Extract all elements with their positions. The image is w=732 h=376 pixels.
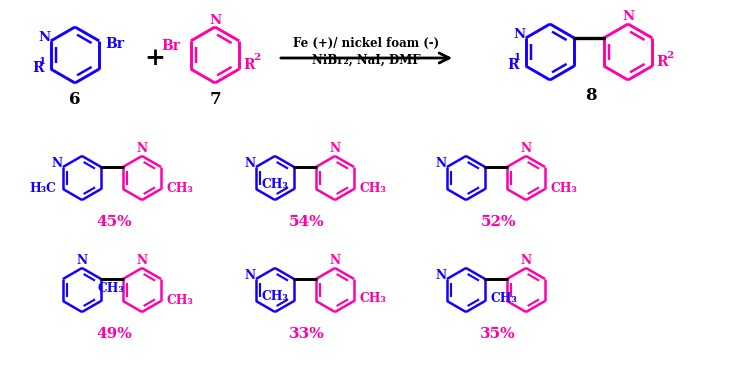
Text: R: R xyxy=(244,58,255,72)
Text: CH₃: CH₃ xyxy=(167,182,193,196)
Text: N: N xyxy=(520,255,531,267)
Text: N: N xyxy=(622,11,634,23)
Text: 52%: 52% xyxy=(480,215,516,229)
Text: 49%: 49% xyxy=(96,327,132,341)
Text: H₃C: H₃C xyxy=(29,182,56,194)
Text: N: N xyxy=(76,255,88,267)
Text: CH₃: CH₃ xyxy=(167,294,193,308)
Text: N: N xyxy=(329,143,340,156)
Text: 2: 2 xyxy=(253,53,261,62)
Text: N: N xyxy=(436,157,447,170)
Text: 1: 1 xyxy=(514,53,521,62)
Text: 45%: 45% xyxy=(96,215,132,229)
Text: CH₃: CH₃ xyxy=(359,182,386,196)
Text: NiBr₂, NaI, DMF: NiBr₂, NaI, DMF xyxy=(312,53,420,67)
Text: R: R xyxy=(32,61,43,75)
Text: N: N xyxy=(136,255,148,267)
Text: N: N xyxy=(514,28,526,41)
Text: 8: 8 xyxy=(585,88,597,105)
Text: Br: Br xyxy=(105,37,124,51)
Text: CH₃: CH₃ xyxy=(261,179,288,191)
Text: CH₃: CH₃ xyxy=(97,282,124,294)
Text: 2: 2 xyxy=(667,50,674,59)
Text: N: N xyxy=(136,143,148,156)
Text: Br: Br xyxy=(161,39,180,53)
Text: CH₃: CH₃ xyxy=(359,291,386,305)
Text: 54%: 54% xyxy=(289,215,325,229)
Text: N: N xyxy=(209,14,221,26)
Text: 1: 1 xyxy=(39,56,46,65)
Text: 33%: 33% xyxy=(289,327,325,341)
Text: N: N xyxy=(436,269,447,282)
Text: 35%: 35% xyxy=(480,327,516,341)
Text: CH₃: CH₃ xyxy=(261,291,288,303)
Text: R: R xyxy=(657,55,668,69)
Text: N: N xyxy=(244,157,255,170)
Text: N: N xyxy=(244,269,255,282)
Text: N: N xyxy=(329,255,340,267)
Text: N: N xyxy=(39,31,51,44)
Text: N: N xyxy=(51,157,62,170)
Text: 7: 7 xyxy=(209,91,221,108)
Text: CH₃: CH₃ xyxy=(550,182,578,196)
Text: Fe (+)/ nickel foam (-): Fe (+)/ nickel foam (-) xyxy=(293,36,439,50)
Text: R: R xyxy=(507,58,518,72)
Text: 6: 6 xyxy=(70,91,81,108)
Text: N: N xyxy=(520,143,531,156)
Text: +: + xyxy=(144,46,165,70)
Text: CH₃: CH₃ xyxy=(490,293,518,305)
